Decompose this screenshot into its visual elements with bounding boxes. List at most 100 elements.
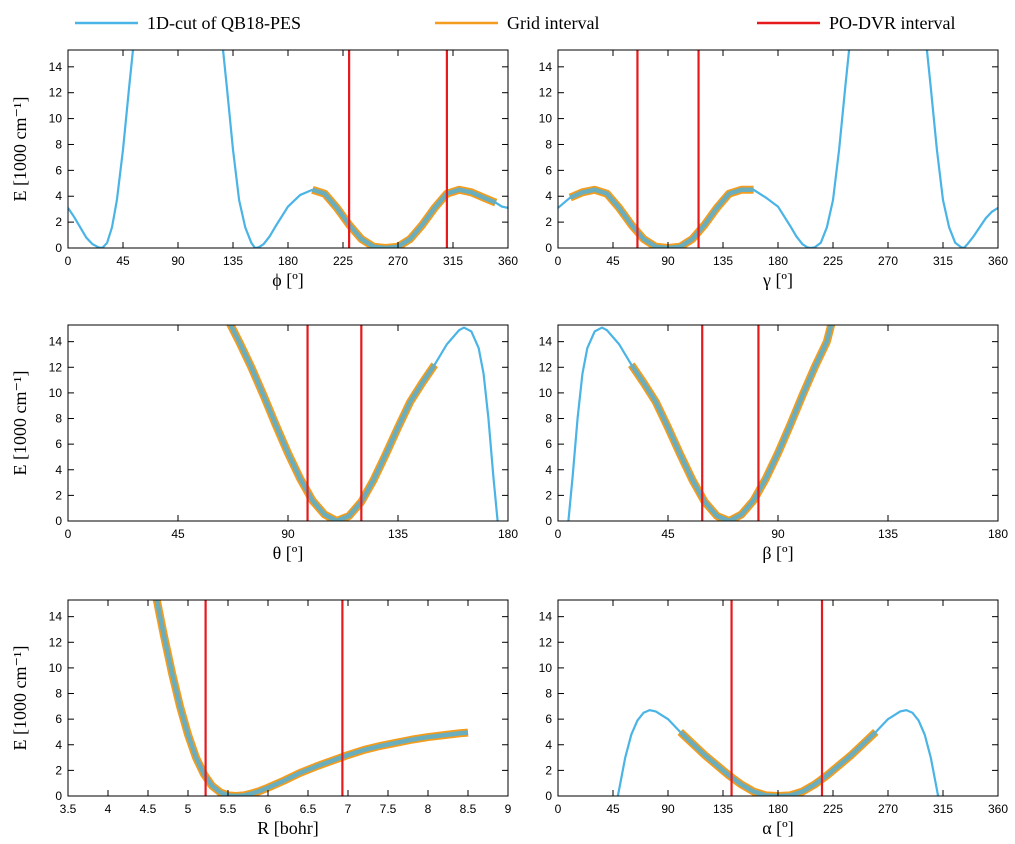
grid-interval-outline xyxy=(628,325,836,521)
y-tick-label: 2 xyxy=(55,763,62,777)
y-tick-label: 14 xyxy=(539,60,553,74)
x-tick-label: 0 xyxy=(555,527,562,541)
y-tick-label: 6 xyxy=(55,163,62,177)
y-tick-label: 8 xyxy=(545,412,552,426)
y-tick-label: 8 xyxy=(545,137,552,151)
legend-item-podvr: PO-DVR interval xyxy=(757,13,955,33)
y-tick-label: 14 xyxy=(49,610,63,624)
x-axis-label: R [bohr] xyxy=(257,818,319,838)
grid-interval-outline xyxy=(226,325,438,521)
y-tick-label: 10 xyxy=(539,386,553,400)
x-tick-label: 225 xyxy=(823,254,843,268)
y-tick-label: 10 xyxy=(49,112,63,126)
y-tick-label: 6 xyxy=(545,437,552,451)
panel-alpha: 0 45 90 135 180 225 270 315 360 0 2 4 6 8 10 12 14 α [º] xyxy=(539,599,1008,838)
grid-interval xyxy=(311,185,498,248)
x-tick-label: 3.5 xyxy=(60,802,77,816)
x-tick-label: 135 xyxy=(713,802,733,816)
x-tick-label: 7 xyxy=(345,802,352,816)
panel-R: 3.5 4 4.5 5 5.5 6 6.5 7 7.5 8 8.5 9 0 2 4 6 8 10 12 14 R [bo… xyxy=(10,599,512,838)
pes-line xyxy=(616,709,940,796)
y-tick-label: 12 xyxy=(49,360,63,374)
grid-interval-core xyxy=(154,600,469,796)
x-tick-label: 135 xyxy=(388,527,408,541)
y-tick-label: 4 xyxy=(55,189,62,203)
y-tick-label: 2 xyxy=(545,763,552,777)
legend-label-podvr: PO-DVR interval xyxy=(829,13,955,33)
legend-label-pes: 1D-cut of QB18-PES xyxy=(147,13,301,33)
y-tick-label: 4 xyxy=(545,189,552,203)
y-tick-label: 14 xyxy=(539,610,553,624)
y-tick-label: 10 xyxy=(539,661,553,675)
y-tick-label: 2 xyxy=(55,488,62,502)
grid-interval-outline xyxy=(311,185,498,248)
y-tick-label: 4 xyxy=(545,463,552,477)
x-tick-label: 90 xyxy=(281,527,295,541)
x-tick-label: 270 xyxy=(388,254,408,268)
x-tick-label: 7.5 xyxy=(380,802,397,816)
grid-interval xyxy=(152,600,469,796)
y-tick-label: 4 xyxy=(545,738,552,752)
x-tick-label: 180 xyxy=(278,254,298,268)
x-tick-label: 135 xyxy=(878,527,898,541)
y-tick-label: 0 xyxy=(55,241,62,255)
grid-interval-core xyxy=(629,325,834,521)
x-tick-label: 225 xyxy=(333,254,353,268)
y-tick-label: 10 xyxy=(539,112,553,126)
x-tick-label: 315 xyxy=(443,254,463,268)
y-tick-label: 6 xyxy=(545,712,552,726)
x-tick-label: 0 xyxy=(65,527,72,541)
x-tick-label: 4 xyxy=(105,802,112,816)
plot-frame xyxy=(67,599,509,797)
y-tick-label: 2 xyxy=(55,215,62,229)
panel-gamma: 0 45 90 135 180 225 270 315 360 0 2 4 6 8 10 12 14 γ [º] xyxy=(539,49,1008,290)
x-tick-label: 5 xyxy=(185,802,192,816)
x-tick-label: 0 xyxy=(555,802,562,816)
panel-phi: 0 45 90 135 180 225 270 315 360 0 2 4 6 8 10 12 14 ϕ [º] E… xyxy=(10,49,518,290)
y-tick-label: 8 xyxy=(55,687,62,701)
x-axis-label: γ [º] xyxy=(762,270,793,290)
x-tick-label: 270 xyxy=(878,802,898,816)
x-tick-label: 0 xyxy=(65,254,72,268)
x-axis-label: β [º] xyxy=(762,543,793,563)
grid-interval-core xyxy=(569,187,754,248)
y-tick-label: 14 xyxy=(539,335,553,349)
x-tick-label: 8 xyxy=(425,802,432,816)
x-axis-label: ϕ [º] xyxy=(272,270,304,290)
grid-interval xyxy=(677,729,879,796)
x-tick-label: 8.5 xyxy=(460,802,477,816)
y-tick-label: 8 xyxy=(545,687,552,701)
panel-beta: 0 45 90 135 180 0 2 4 6 8 10 12 14 β [º] xyxy=(539,324,1008,563)
y-tick-label: 14 xyxy=(49,60,63,74)
panel-theta: 0 45 90 135 180 0 2 4 6 8 10 12 14 θ [º] E [1000 cm⁻¹] xyxy=(10,324,518,563)
y-tick-label: 12 xyxy=(539,86,553,100)
y-tick-label: 4 xyxy=(55,738,62,752)
y-tick-label: 14 xyxy=(49,335,63,349)
x-tick-label: 45 xyxy=(606,802,620,816)
grid-interval xyxy=(568,185,754,248)
x-tick-label: 315 xyxy=(933,802,953,816)
x-tick-label: 9 xyxy=(505,802,512,816)
y-tick-label: 12 xyxy=(539,635,553,649)
x-tick-label: 90 xyxy=(171,254,185,268)
y-tick-label: 6 xyxy=(55,437,62,451)
y-tick-label: 2 xyxy=(545,488,552,502)
y-tick-label: 0 xyxy=(545,789,552,803)
x-tick-label: 180 xyxy=(768,802,788,816)
x-tick-label: 225 xyxy=(823,802,843,816)
y-tick-label: 10 xyxy=(49,661,63,675)
x-tick-label: 6.5 xyxy=(300,802,317,816)
y-tick-label: 8 xyxy=(55,137,62,151)
x-axis-label: α [º] xyxy=(762,818,794,838)
x-tick-label: 45 xyxy=(116,254,130,268)
legend: 1D-cut of QB18-PES Grid interval PO-DVR … xyxy=(75,13,955,33)
y-tick-label: 0 xyxy=(545,514,552,528)
x-tick-label: 5.5 xyxy=(220,802,237,816)
grid-interval-core xyxy=(228,325,437,521)
x-tick-label: 360 xyxy=(498,254,518,268)
y-tick-label: 12 xyxy=(539,360,553,374)
grid-interval-core xyxy=(678,730,878,796)
x-tick-label: 6 xyxy=(265,802,272,816)
grid-interval xyxy=(226,325,438,521)
